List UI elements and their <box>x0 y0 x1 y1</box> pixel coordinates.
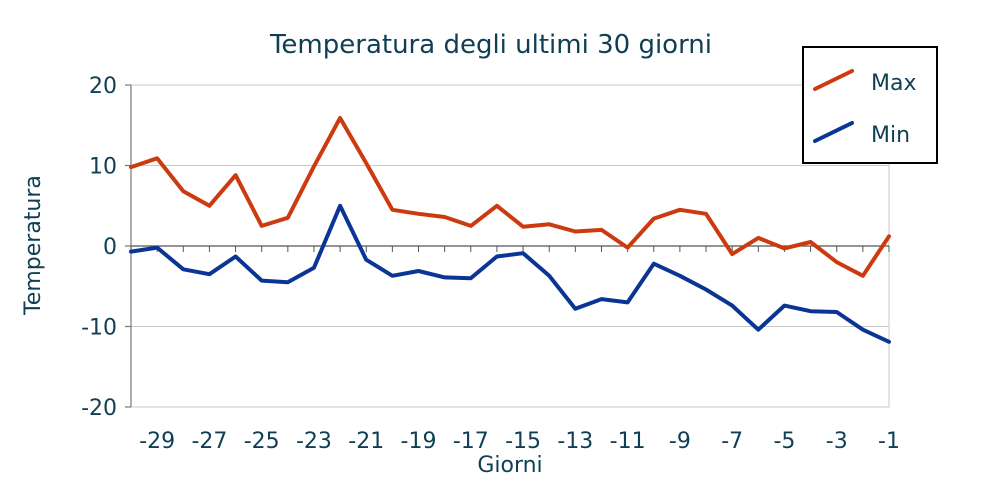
x-tick-label: -29 <box>139 429 175 454</box>
y-axis-label: Temperatura <box>21 175 46 316</box>
series-line-min <box>129 203 891 344</box>
x-tick-label: -3 <box>826 429 848 454</box>
x-tick-label: -15 <box>505 429 541 454</box>
legend: Max Min <box>802 46 938 164</box>
chart-title: Temperatura degli ultimi 30 giorni <box>269 30 712 60</box>
x-tick-label: -25 <box>244 429 280 454</box>
series-lines <box>129 116 891 344</box>
y-axis-ticks: 20 10 0 -10 -20 <box>81 74 117 421</box>
x-tick-label: -23 <box>296 429 332 454</box>
x-tick-label: -27 <box>191 429 227 454</box>
x-tick-label: -11 <box>610 429 646 454</box>
x-axis-ticks: -29 -27 -25 -23 -21 -19 -17 -15 -13 -11 -9 -7 -5 -3 -1 <box>139 429 900 454</box>
x-tick-label: -21 <box>348 429 384 454</box>
y-tick-label: -10 <box>81 316 117 341</box>
axes <box>125 84 890 408</box>
legend-label: Min <box>871 123 910 148</box>
y-tick-label: -20 <box>81 396 117 421</box>
y-tick-label: 20 <box>89 74 117 99</box>
x-tick-label: -19 <box>401 429 437 454</box>
legend-swatch-min <box>813 121 854 143</box>
x-tick-label: -9 <box>669 429 691 454</box>
x-tick-label: -5 <box>773 429 795 454</box>
x-tick-label: -7 <box>721 429 743 454</box>
x-tick-label: -1 <box>878 429 900 454</box>
legend-swatch-max <box>813 69 854 91</box>
legend-label: Max <box>871 71 916 96</box>
y-tick-label: 10 <box>89 155 117 180</box>
x-tick-label: -17 <box>453 429 489 454</box>
x-axis-label: Giorni <box>477 453 542 478</box>
series-line-max <box>129 116 891 278</box>
legend-box <box>802 46 938 164</box>
x-tick-label: -13 <box>557 429 593 454</box>
y-tick-label: 0 <box>103 235 117 260</box>
